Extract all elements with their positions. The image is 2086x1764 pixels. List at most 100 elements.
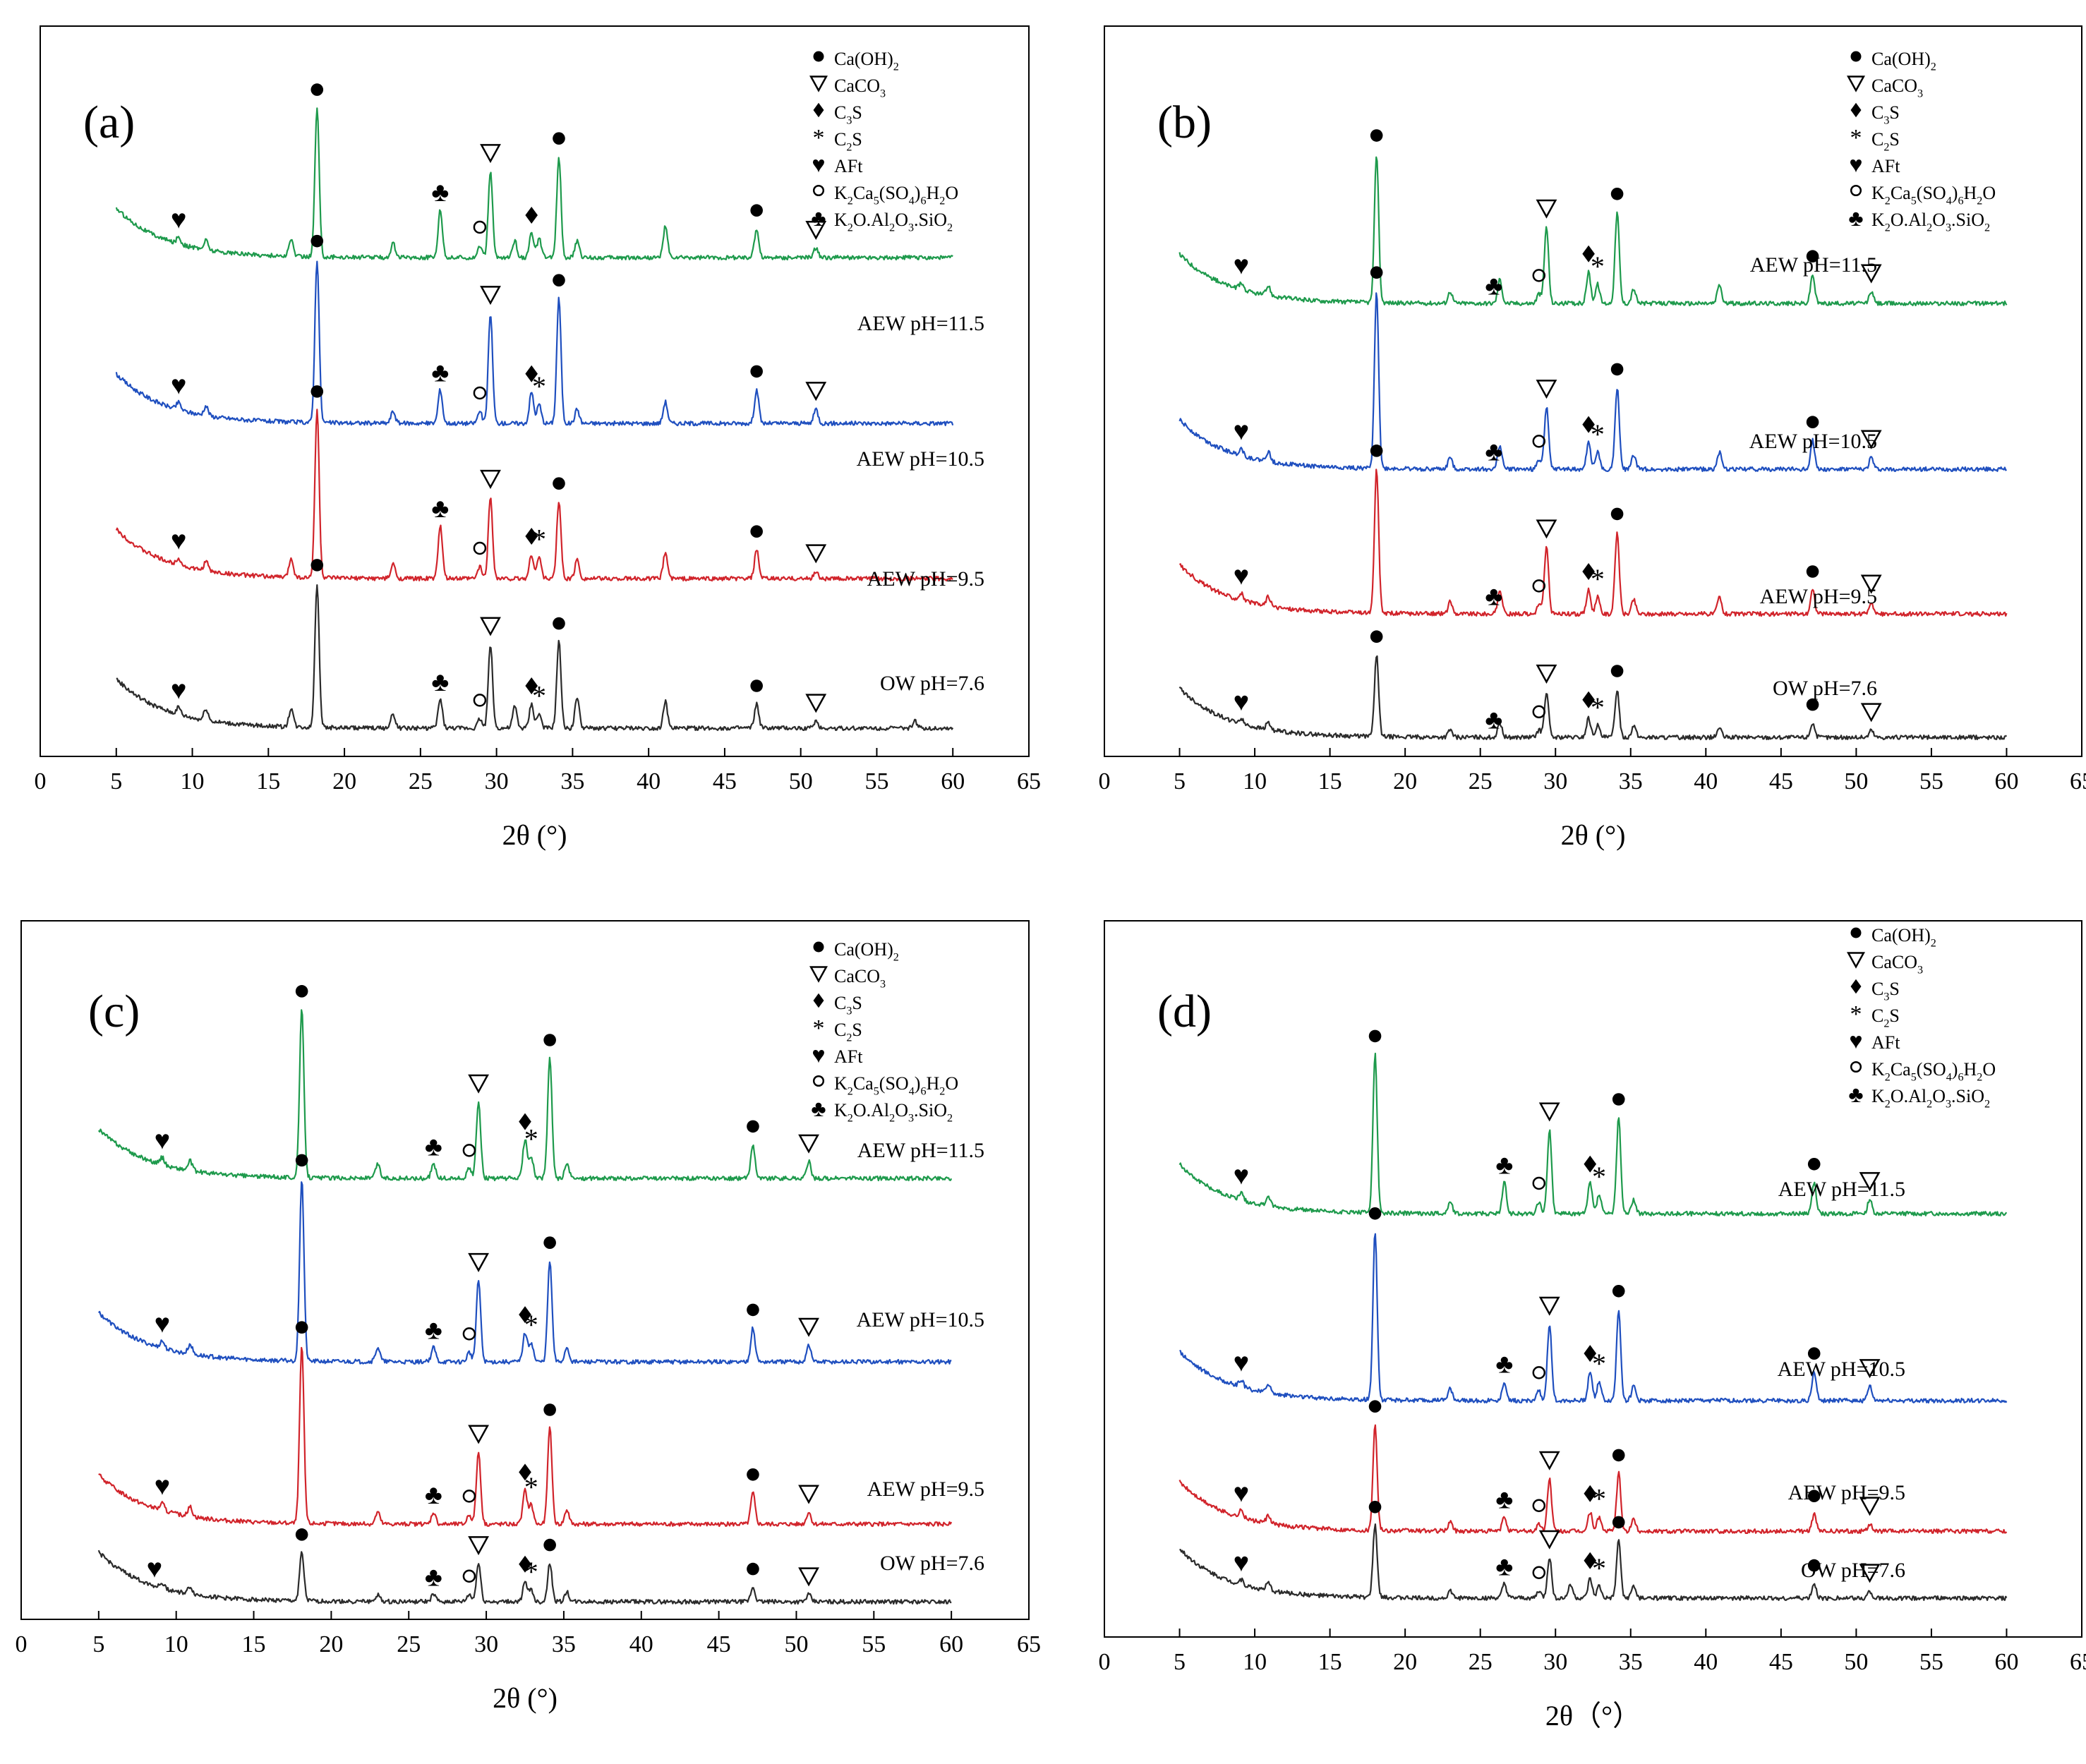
peak-marker: ♣ <box>1495 1485 1513 1515</box>
peak-marker <box>295 1528 308 1541</box>
peak-marker <box>1532 1566 1546 1580</box>
legend-marker <box>812 1075 825 1087</box>
xrd-trace <box>116 584 954 732</box>
series-label: AEW pH=11.5 <box>857 1139 984 1162</box>
peak-marker <box>1584 1345 1597 1363</box>
peak-marker <box>1536 519 1557 539</box>
peak-marker: ♣ <box>1495 1151 1513 1180</box>
series-label: OW pH=7.6 <box>1773 677 1877 700</box>
svg-text:♥: ♥ <box>812 152 825 177</box>
peak-marker: ♥ <box>1234 687 1250 717</box>
svg-text:*: * <box>1592 1552 1606 1584</box>
x-axis-label: 2θ (°) <box>493 1682 557 1714</box>
peak-marker <box>462 1144 476 1157</box>
svg-text:♥: ♥ <box>1234 250 1250 280</box>
svg-text:♣: ♣ <box>1485 437 1502 466</box>
peak-marker <box>1584 1155 1597 1173</box>
legend-label: CaCO3 <box>834 75 886 99</box>
peak-marker <box>1612 1093 1625 1106</box>
x-tick-label: 30 <box>1543 1649 1567 1675</box>
svg-text:♥: ♥ <box>1849 152 1862 177</box>
legend-marker: * <box>813 1015 825 1041</box>
legend-label: C3S <box>1871 979 1900 1003</box>
peak-marker <box>1532 269 1546 282</box>
x-tick-label: 5 <box>1174 1649 1186 1675</box>
x-tick-label: 50 <box>789 768 813 795</box>
legend-label: K2O.Al2O3.SiO2 <box>834 210 953 234</box>
x-tick-label: 55 <box>862 1631 886 1657</box>
peak-marker: * <box>524 1556 538 1588</box>
peak-marker: * <box>1592 1161 1606 1192</box>
svg-text:♥: ♥ <box>1234 1161 1250 1190</box>
peak-marker <box>1536 380 1557 399</box>
panel-c: 0 5 10 15 20 25 30 35 40 45 50 55 60 65 2θ (°) (c) Ca(OH… <box>16 920 1041 1714</box>
series-label: AEW pH=9.5 <box>867 1478 984 1501</box>
legend-marker <box>813 102 824 118</box>
svg-text:♥: ♥ <box>147 1554 163 1583</box>
peak-marker <box>798 1485 819 1504</box>
x-tick-label: 5 <box>110 768 122 795</box>
peak-marker <box>480 469 501 489</box>
peak-marker <box>1806 250 1819 262</box>
peak-marker <box>553 132 565 145</box>
legend-marker: * <box>1850 125 1862 151</box>
legend-label: CaCO3 <box>1871 75 1923 99</box>
peak-marker <box>1536 199 1557 219</box>
legend-label: K2Ca5(SO4)6H2O <box>1871 183 1996 207</box>
legend-marker <box>809 75 828 92</box>
peak-marker <box>1806 698 1819 711</box>
peak-marker <box>468 1074 490 1094</box>
x-tick-label: 55 <box>1919 1649 1943 1675</box>
xrd-trace <box>98 1346 953 1528</box>
panel-d: 0 5 10 15 20 25 30 35 40 45 50 55 60 65 2θ（°） (d) Ca(OH)… <box>1099 920 2086 1732</box>
panel-frame <box>40 25 1030 757</box>
panel-label: (c) <box>88 986 140 1037</box>
series-label: AEW pH=10.5 <box>857 447 984 471</box>
svg-text:*: * <box>532 370 546 402</box>
peak-marker: ♥ <box>1234 1548 1250 1578</box>
peak-marker <box>1532 1366 1546 1379</box>
panel-b: 0 5 10 15 20 25 30 35 40 45 50 55 60 65 2θ (°) (b) Ca(OH… <box>1099 25 2086 851</box>
peak-marker: ♥ <box>171 370 187 400</box>
svg-text:♣: ♣ <box>1848 205 1863 231</box>
legend-label: C3S <box>834 993 862 1017</box>
svg-text:♣: ♣ <box>431 178 449 207</box>
series-label: AEW pH=10.5 <box>1749 430 1877 453</box>
peak-marker: ♣ <box>1485 581 1502 611</box>
peak-marker <box>473 386 487 400</box>
peak-marker <box>1582 691 1595 708</box>
peak-marker <box>1368 1400 1382 1413</box>
peak-marker <box>543 1403 556 1416</box>
xrd-trace <box>1178 655 2008 741</box>
svg-text:*: * <box>524 1471 538 1503</box>
x-tick-label: 40 <box>637 768 661 795</box>
x-tick-label: 25 <box>1469 768 1493 795</box>
peak-marker <box>1612 1284 1625 1298</box>
peak-marker <box>805 544 827 564</box>
peak-marker <box>1584 1485 1597 1502</box>
peak-marker <box>1532 705 1546 719</box>
peak-marker <box>1538 1102 1560 1122</box>
svg-text:♣: ♣ <box>1495 1151 1513 1180</box>
svg-text:♣: ♣ <box>1495 1552 1513 1582</box>
peak-marker: ♥ <box>1234 1161 1250 1190</box>
peak-marker <box>1538 1530 1560 1549</box>
peak-marker: ♥ <box>1234 1478 1250 1508</box>
x-tick-label: 30 <box>1543 768 1567 795</box>
peak-marker: ♣ <box>1495 1552 1513 1582</box>
peak-marker <box>747 1120 759 1133</box>
peak-marker: ♣ <box>431 667 449 697</box>
peak-marker <box>311 234 324 248</box>
svg-text:*: * <box>1591 418 1605 450</box>
x-tick-label: 60 <box>1994 1649 2018 1675</box>
legend-label: Ca(OH)2 <box>1871 925 1936 949</box>
peak-marker <box>462 1490 476 1503</box>
x-tick-label: 25 <box>1469 1649 1493 1675</box>
peak-marker <box>543 1034 556 1046</box>
peak-marker <box>1612 1516 1625 1529</box>
svg-text:♣: ♣ <box>425 1563 442 1593</box>
peak-marker <box>1370 266 1383 279</box>
xrd-trace <box>97 1181 952 1365</box>
svg-text:♣: ♣ <box>1485 581 1502 611</box>
svg-text:*: * <box>1591 691 1605 723</box>
